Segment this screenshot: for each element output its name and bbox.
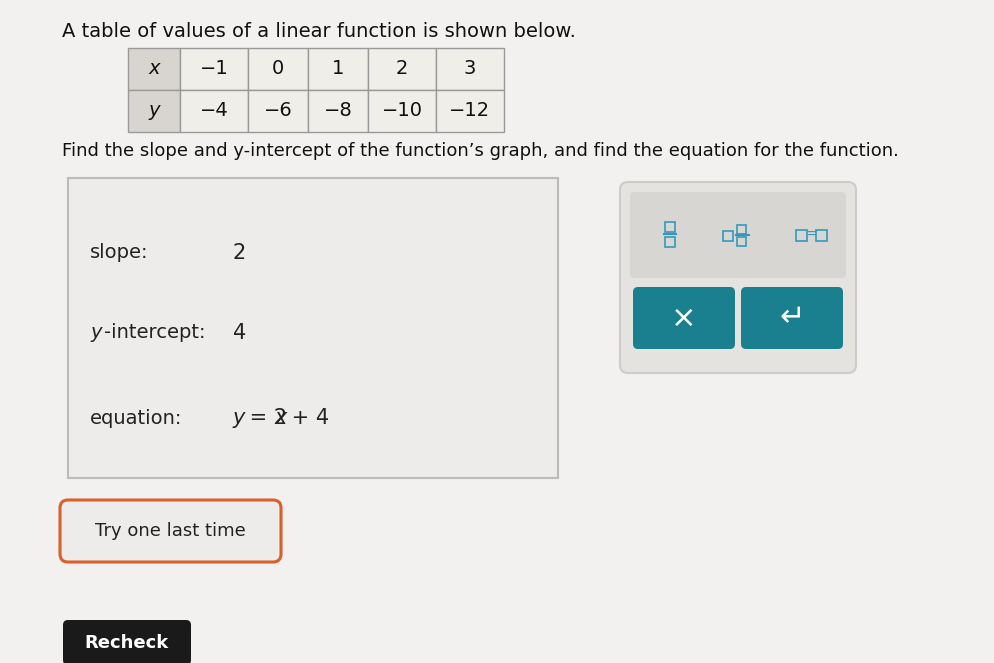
Text: =: = — [805, 228, 817, 242]
Bar — [723, 231, 733, 241]
Bar — [816, 229, 827, 241]
Text: 1: 1 — [332, 60, 344, 78]
Text: equation:: equation: — [90, 408, 182, 428]
Text: slope:: slope: — [90, 243, 148, 263]
Text: 4: 4 — [233, 323, 247, 343]
Text: x: x — [148, 60, 160, 78]
FancyBboxPatch shape — [633, 287, 735, 349]
FancyBboxPatch shape — [620, 182, 856, 373]
Text: ↵: ↵ — [779, 304, 805, 333]
Bar — [180, 48, 248, 90]
FancyBboxPatch shape — [60, 500, 281, 562]
Text: Find the slope and y-intercept of the function’s graph, and find the equation fo: Find the slope and y-intercept of the fu… — [62, 142, 899, 160]
Text: −4: −4 — [200, 101, 229, 121]
Text: 2: 2 — [233, 243, 247, 263]
Bar — [128, 48, 180, 90]
Bar — [128, 90, 180, 132]
Bar — [665, 237, 675, 247]
Text: + 4: + 4 — [285, 408, 329, 428]
Text: y: y — [233, 408, 246, 428]
Text: −6: −6 — [263, 101, 292, 121]
FancyBboxPatch shape — [630, 192, 846, 278]
Text: x: x — [275, 408, 287, 428]
Text: y: y — [90, 324, 101, 343]
Text: Try one last time: Try one last time — [95, 522, 246, 540]
Text: -intercept:: -intercept: — [104, 324, 206, 343]
Text: = 2: = 2 — [243, 408, 287, 428]
Text: 2: 2 — [396, 60, 409, 78]
Text: −12: −12 — [449, 101, 491, 121]
Bar — [436, 90, 504, 132]
Bar — [308, 90, 368, 132]
Bar — [368, 90, 436, 132]
Text: A table of values of a linear function is shown below.: A table of values of a linear function i… — [62, 22, 576, 41]
Bar — [368, 48, 436, 90]
Bar — [665, 222, 675, 232]
FancyBboxPatch shape — [741, 287, 843, 349]
Bar — [180, 90, 248, 132]
Bar — [737, 225, 746, 234]
Text: Recheck: Recheck — [84, 634, 169, 652]
Bar — [248, 48, 308, 90]
Text: ×: × — [671, 304, 697, 333]
Text: 0: 0 — [272, 60, 284, 78]
Bar — [248, 90, 308, 132]
Text: −10: −10 — [382, 101, 422, 121]
Bar — [308, 48, 368, 90]
FancyBboxPatch shape — [68, 178, 558, 478]
Bar — [436, 48, 504, 90]
Bar — [796, 229, 807, 241]
FancyBboxPatch shape — [63, 620, 191, 663]
Text: −8: −8 — [324, 101, 353, 121]
Text: 3: 3 — [464, 60, 476, 78]
Text: y: y — [148, 101, 160, 121]
Text: −1: −1 — [200, 60, 229, 78]
Bar — [737, 237, 746, 246]
